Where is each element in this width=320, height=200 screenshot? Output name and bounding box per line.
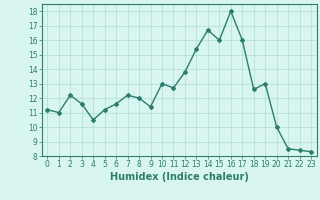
X-axis label: Humidex (Indice chaleur): Humidex (Indice chaleur) (110, 172, 249, 182)
